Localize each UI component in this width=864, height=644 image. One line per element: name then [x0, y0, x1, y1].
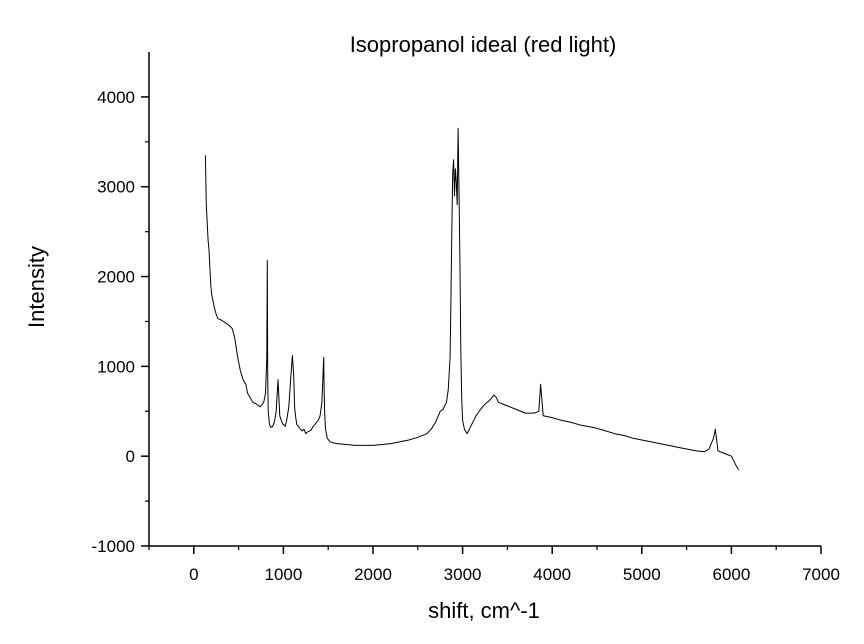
x-tick-label: 7000: [802, 565, 840, 584]
y-tick-label: 1000: [97, 357, 135, 376]
series-group: [204, 127, 740, 470]
x-tick-label: 3000: [444, 565, 482, 584]
y-tick-label: -1000: [92, 537, 135, 556]
x-tick-label: 4000: [533, 565, 571, 584]
x-tick-label: 5000: [623, 565, 661, 584]
y-axis-ticks: -1000 0 1000 2000 3000 4000: [92, 88, 149, 556]
y-axis-label: Intensity: [24, 246, 49, 328]
x-axis-ticks: 0 1000 2000 3000 4000 5000 6000 7000: [148, 546, 840, 584]
y-tick-label: 0: [126, 447, 135, 466]
x-tick-label: 6000: [712, 565, 750, 584]
x-axis-label: shift, cm^-1: [428, 598, 540, 623]
y-tick-label: 3000: [97, 178, 135, 197]
x-tick-label: 1000: [264, 565, 302, 584]
axes: [148, 52, 821, 547]
x-tick-label: 2000: [354, 565, 392, 584]
spectrum-line: [204, 127, 740, 470]
x-tick-label: 0: [189, 565, 198, 584]
chart-title: Isopropanol ideal (red light): [350, 32, 617, 57]
y-tick-label: 2000: [97, 268, 135, 287]
y-tick-label: 4000: [97, 88, 135, 107]
